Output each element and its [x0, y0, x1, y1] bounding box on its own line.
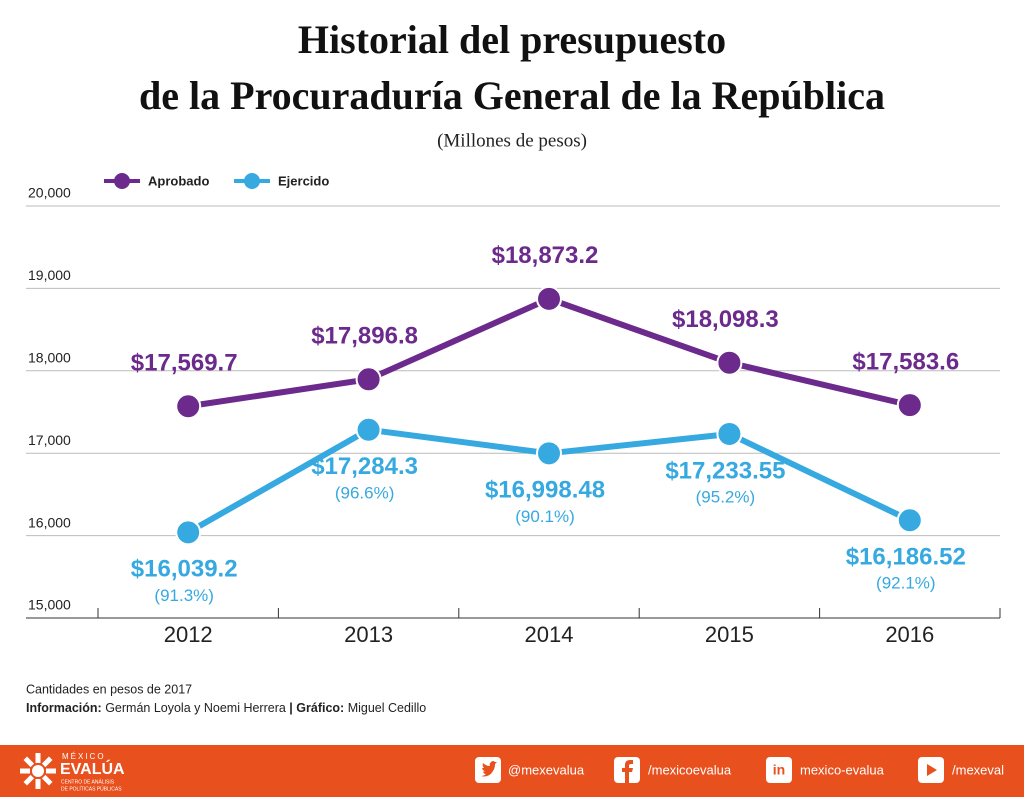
- data-point: [716, 349, 743, 376]
- value-label: $18,098.3: [672, 306, 779, 333]
- credits: Información: Germán Loyola y Noemi Herre…: [26, 701, 426, 715]
- credit-label: Información:: [26, 701, 102, 715]
- data-point: [896, 507, 923, 534]
- series-line: [187, 295, 911, 410]
- value-label: $16,998.48: [485, 477, 605, 504]
- x-tick-label: 2015: [705, 622, 754, 647]
- social-handle[interactable]: /mexeval: [952, 762, 1004, 777]
- value-label: $17,284.3: [311, 453, 418, 480]
- y-tick-label: 16,000: [28, 514, 71, 530]
- data-point: [175, 519, 202, 546]
- legend-label: Aprobado: [148, 173, 209, 188]
- credit-label: Gráfico:: [296, 701, 344, 715]
- note: Cantidades en pesos de 2017: [26, 682, 192, 696]
- legend-marker: [114, 173, 130, 189]
- value-label: $17,233.55: [665, 457, 785, 484]
- value-label: $17,583.6: [852, 348, 959, 375]
- facebook-glyph: [622, 760, 633, 783]
- brand: DE POLÍTICAS PÚBLICAS: [61, 785, 122, 792]
- data-point: [536, 285, 562, 312]
- percent-label: (95.2%): [696, 487, 756, 506]
- y-tick-label: 18,000: [28, 350, 71, 366]
- x-tick-label: 2013: [344, 622, 393, 647]
- social-handle[interactable]: mexico-evalua: [800, 762, 885, 777]
- credit: Miguel Cedillo: [348, 701, 427, 715]
- value-label: $16,039.2: [131, 556, 238, 583]
- social-handle[interactable]: @mexevalua: [508, 762, 585, 777]
- chart-title: Historial del presupuesto: [298, 17, 726, 62]
- logo: MÉXICO EVALÚA CENTRO DE ANÁLISIS DE POLÍ…: [20, 752, 125, 792]
- separator: |: [289, 701, 293, 715]
- data-point: [536, 440, 562, 467]
- y-tick-label: 15,000: [28, 597, 71, 613]
- percent-label: (90.1%): [515, 507, 575, 526]
- legend-marker: [244, 173, 260, 189]
- percent-label: (96.6%): [335, 483, 395, 502]
- social: @mexevalua /mexicoevalua in mexico-evalu…: [475, 757, 1004, 783]
- value-label: $16,186.52: [846, 544, 966, 571]
- social-handle[interactable]: /mexicoevalua: [648, 762, 732, 777]
- chart-title: de la Procuraduría General de la Repúbli…: [139, 73, 885, 118]
- legend: Aprobado Ejercido: [104, 173, 329, 189]
- data-point: [175, 393, 202, 420]
- data-point: [355, 416, 382, 443]
- y-tick-label: 19,000: [28, 267, 71, 283]
- percent-label: (91.3%): [154, 586, 214, 605]
- value-label: $18,873.2: [492, 242, 599, 269]
- value-label: $17,896.8: [311, 323, 418, 350]
- chart-subtitle: (Millones de pesos): [437, 130, 587, 151]
- x-tick-label: 2014: [525, 622, 574, 647]
- youtube-glyph: [927, 764, 937, 776]
- brand: MÉXICO: [62, 752, 106, 761]
- linkedin-icon[interactable]: [766, 757, 792, 783]
- data-point: [896, 392, 923, 419]
- x-tick-label: 2016: [885, 622, 934, 647]
- data-point: [355, 366, 382, 393]
- linkedin-glyph: in: [773, 762, 785, 778]
- twitter-glyph: [481, 761, 497, 777]
- brand: EVALÚA: [60, 759, 125, 778]
- brand: CENTRO DE ANÁLISIS: [61, 778, 115, 785]
- x-tick-label: 2012: [164, 622, 213, 647]
- value-label: $17,569.7: [131, 350, 238, 377]
- legend-label: Ejercido: [278, 173, 329, 188]
- credit: Germán Loyola y Noemi Herrera: [105, 701, 286, 715]
- y-tick-label: 17,000: [28, 432, 71, 448]
- footer-bar: [0, 745, 1024, 797]
- data-point: [716, 420, 743, 447]
- y-tick-label: 20,000: [28, 185, 71, 201]
- percent-label: (92.1%): [876, 574, 936, 593]
